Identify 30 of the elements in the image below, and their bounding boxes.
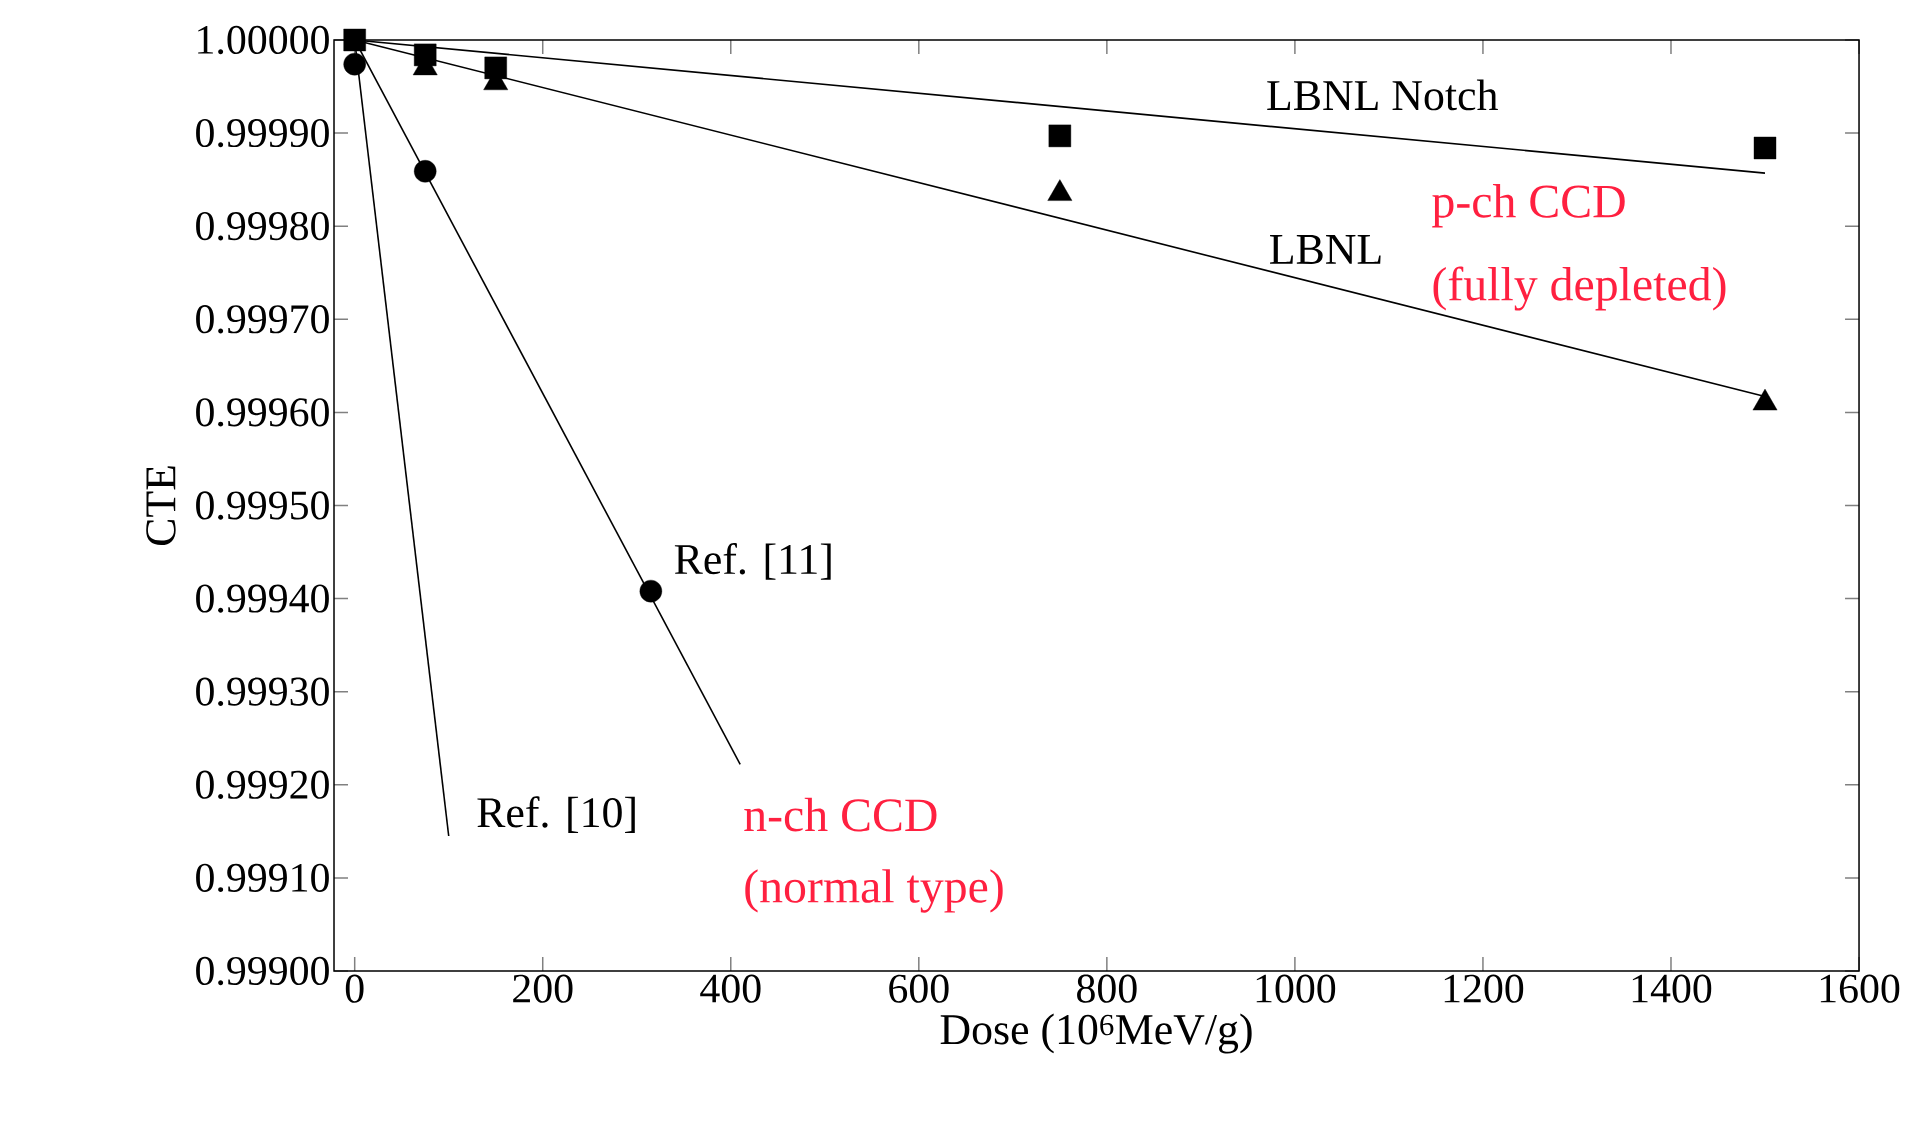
- y-tick-label: 0.99980: [196, 211, 329, 241]
- annotation: Ref. [11]: [674, 543, 831, 580]
- y-tick-label: 0.99990: [196, 118, 329, 148]
- y-tick-label: 0.99940: [196, 584, 329, 613]
- x-tick-label: 1600: [1820, 974, 1900, 1003]
- y-tick-label: 0.99910: [196, 863, 329, 893]
- annotation: (normal type): [745, 869, 1003, 913]
- y-tick-label: 0.99960: [196, 398, 329, 427]
- x-tick-label: 1000: [1256, 974, 1336, 1003]
- x-tick-label: 800: [1077, 974, 1137, 1003]
- annotation: (fully depleted): [1433, 266, 1726, 311]
- annotation: p-ch CCD: [1432, 184, 1625, 228]
- x-tick-label: 1200: [1444, 974, 1524, 1003]
- y-tick-label: 0.99950: [196, 491, 329, 520]
- annotation: n-ch CCD: [744, 797, 937, 832]
- annotation: LBNL Notch: [1267, 79, 1498, 111]
- y-tick-label: 0.99930: [196, 677, 329, 706]
- annotation: LBNL: [1270, 235, 1381, 264]
- x-tick-label: 1400: [1632, 974, 1712, 1003]
- x-tick-label: 600: [889, 974, 949, 1003]
- y-tick-label: 1.00000: [198, 25, 329, 55]
- x-tick-label: 200: [513, 974, 573, 1003]
- y-tick-label: 0.99920: [196, 770, 329, 800]
- y-tick-label: 0.99900: [196, 956, 329, 986]
- y-tick-label: 0.99970: [196, 305, 329, 334]
- x-axis-title: Dose (10$^{6}$MeV/g): [940, 1013, 1252, 1054]
- y-axis-title: CTE: [146, 466, 176, 546]
- x-tick-label: 0: [345, 974, 364, 1003]
- x-tick-label: 400: [700, 974, 761, 1003]
- annotation: Ref. [10]: [477, 796, 635, 833]
